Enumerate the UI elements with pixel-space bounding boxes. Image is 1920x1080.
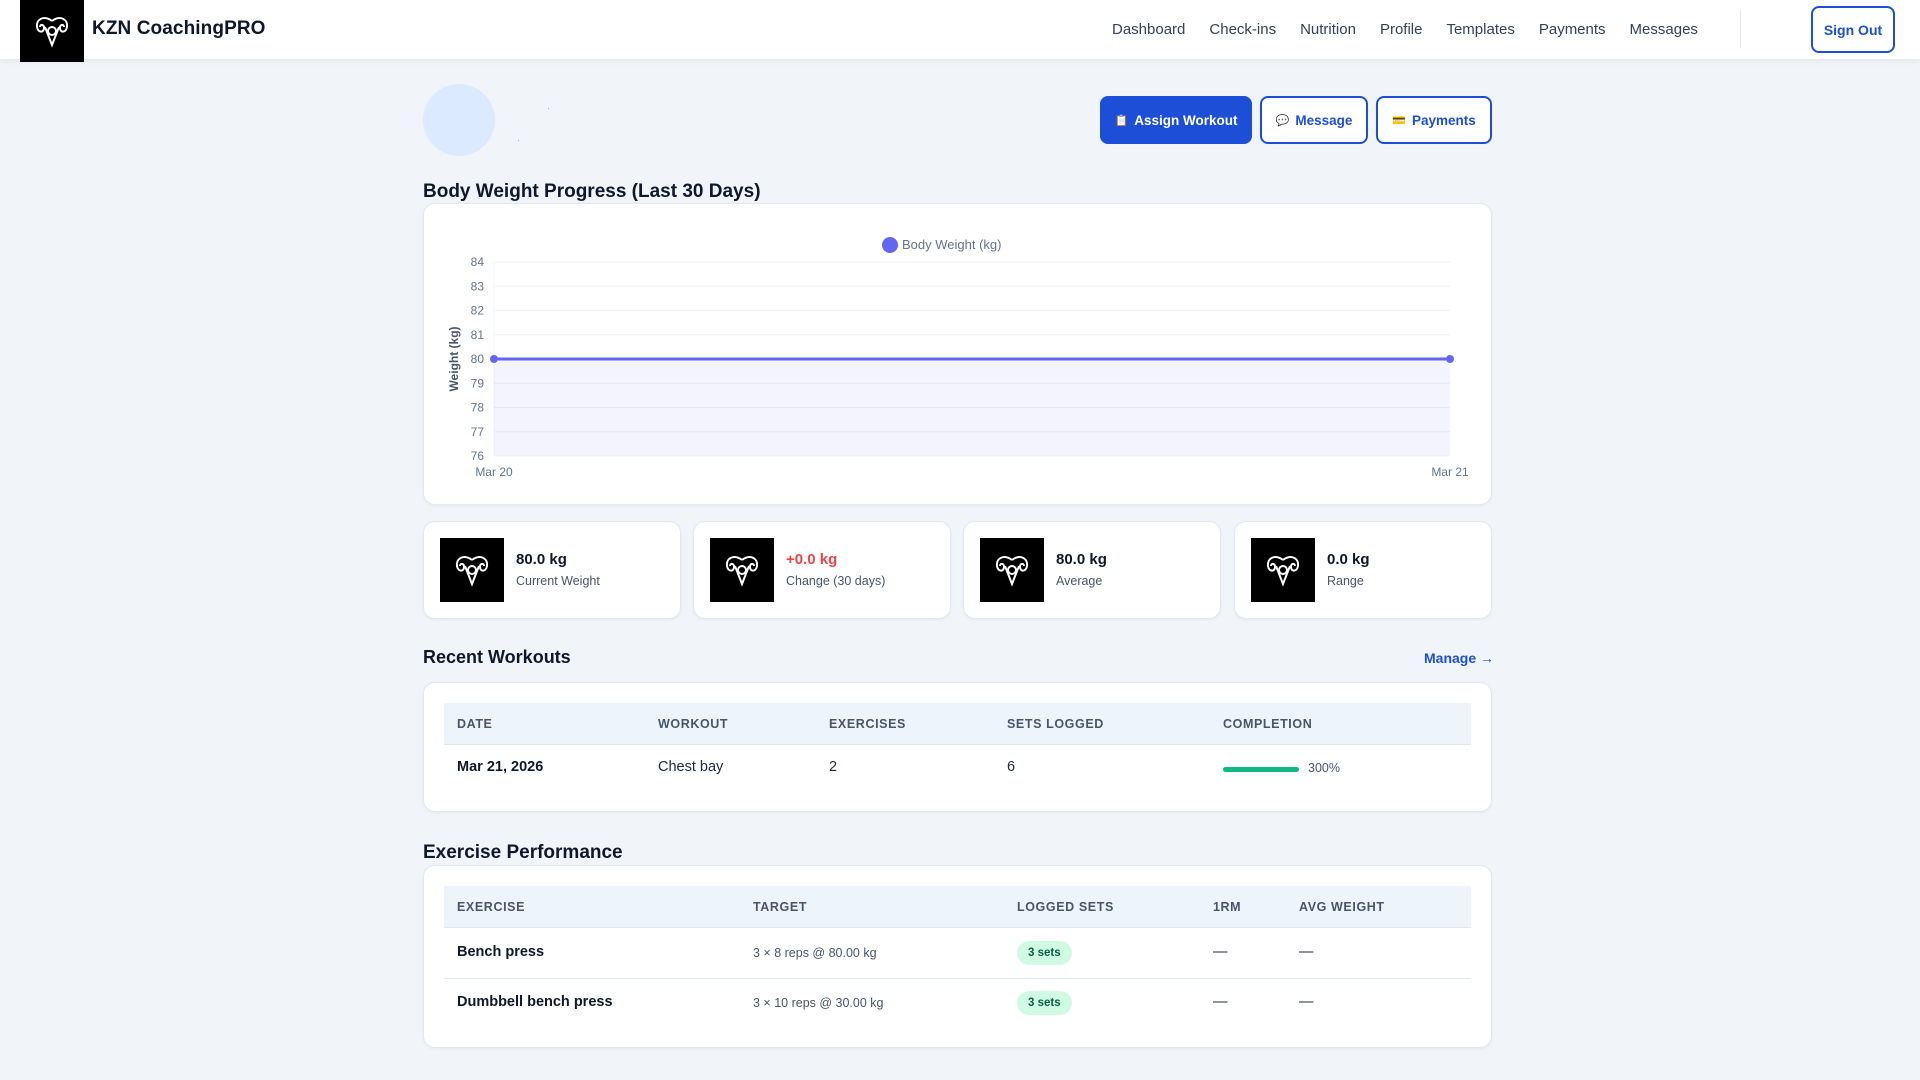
nav-payments[interactable]: Payments (1538, 21, 1606, 38)
ram-logo-icon (1251, 538, 1315, 602)
nav-divider (1740, 10, 1741, 48)
weight-section-title: Body Weight Progress (Last 30 Days) (423, 181, 761, 202)
y-tick-label: 82 (471, 304, 485, 318)
ram-logo-icon (980, 538, 1044, 602)
y-axis-label: Weight (kg) (447, 326, 461, 391)
legend-swatch (882, 237, 898, 253)
exercise-target: 3 × 8 reps @ 80.00 kg (753, 946, 877, 960)
legend-label: Body Weight (kg) (902, 237, 1001, 252)
exercise-performance-table: Exercise Target Logged Sets 1RM Avg Weig… (423, 865, 1492, 1048)
exercise-1rm: — (1213, 944, 1228, 960)
col-completion: Completion (1223, 717, 1313, 731)
col-workout: Workout (658, 717, 729, 731)
client-meta-placeholder (518, 140, 519, 141)
stat-label: Average (1056, 574, 1103, 588)
table-header: Exercise Target Logged Sets 1RM Avg Weig… (444, 886, 1471, 928)
y-tick-label: 78 (471, 401, 485, 415)
recent-workouts-title: Recent Workouts (423, 647, 571, 667)
stat-card-average: 80.0 kg Average (963, 521, 1221, 619)
stat-label: Change (30 days) (786, 574, 886, 588)
ram-logo-icon (440, 538, 504, 602)
col-target: Target (753, 900, 808, 914)
exercise-avg-weight: — (1299, 944, 1314, 960)
x-tick-label: Mar 21 (1431, 465, 1469, 479)
logged-sets-badge: 3 sets (1017, 941, 1072, 965)
col-sets-logged: Sets Logged (1007, 717, 1104, 731)
data-point (1446, 355, 1454, 363)
y-tick-label: 83 (471, 279, 485, 293)
ram-logo-icon[interactable] (20, 0, 84, 62)
col-avg-weight: Avg Weight (1299, 900, 1385, 914)
workout-sets: 6 (1007, 759, 1016, 775)
recent-workouts-table: Date Workout Exercises Sets Logged Compl… (423, 682, 1492, 812)
speech-bubble-icon: 💬 (1275, 114, 1290, 127)
sign-out-button[interactable]: Sign Out (1811, 6, 1895, 53)
nav-dashboard[interactable]: Dashboard (1112, 21, 1186, 38)
completion-progress-fill (1223, 767, 1299, 772)
y-tick-label: 84 (471, 255, 485, 269)
client-name-placeholder (548, 108, 549, 109)
stat-card-current-weight: 80.0 kg Current Weight (423, 521, 681, 619)
credit-card-icon: 💳 (1392, 114, 1406, 127)
y-tick-label: 77 (471, 425, 485, 439)
workout-name[interactable]: Chest bay (658, 759, 724, 775)
y-tick-label: 81 (471, 328, 485, 342)
exercise-performance-title: Exercise Performance (423, 842, 623, 863)
top-navbar: KZN CoachingPRO Dashboard Check-ins Nutr… (0, 0, 1920, 62)
x-tick-label: Mar 20 (475, 465, 513, 479)
clipboard-icon: 📋 (1114, 114, 1129, 127)
payments-label: Payments (1411, 112, 1476, 128)
col-1rm: 1RM (1213, 900, 1242, 914)
row-divider (444, 978, 1471, 979)
completion-progress-bar (1223, 767, 1299, 772)
completion-percent: 300% (1308, 761, 1340, 775)
assign-workout-button[interactable]: 📋 Assign Workout (1100, 96, 1252, 144)
ram-logo-icon (710, 538, 774, 602)
exercise-target: 3 × 10 reps @ 30.00 kg (753, 996, 884, 1010)
stat-label: Current Weight (516, 574, 600, 588)
stat-value: 80.0 kg (516, 551, 567, 568)
message-label: Message (1295, 112, 1353, 128)
logged-sets-badge: 3 sets (1017, 991, 1072, 1015)
workout-date: Mar 21, 2026 (457, 759, 544, 775)
data-point (490, 355, 498, 363)
nav-check-ins[interactable]: Check-ins (1209, 21, 1277, 38)
nav-nutrition[interactable]: Nutrition (1300, 21, 1356, 38)
y-tick-label: 76 (471, 449, 485, 463)
y-tick-label: 79 (471, 376, 485, 390)
exercise-name: Dumbbell bench press (457, 994, 613, 1010)
nav-profile[interactable]: Profile (1379, 21, 1423, 38)
stat-card-range: 0.0 kg Range (1234, 521, 1492, 619)
workout-exercises: 2 (829, 759, 838, 775)
col-logged-sets: Logged Sets (1017, 900, 1114, 914)
brand-name[interactable]: KZN CoachingPRO (92, 18, 266, 39)
col-exercises: Exercises (829, 717, 906, 731)
assign-workout-label: Assign Workout (1134, 112, 1238, 128)
exercise-avg-weight: — (1299, 994, 1314, 1010)
nav-messages[interactable]: Messages (1629, 21, 1698, 38)
main-nav: Dashboard Check-ins Nutrition Profile Te… (1100, 0, 1710, 59)
payments-button[interactable]: 💳 Payments (1376, 96, 1492, 144)
nav-templates[interactable]: Templates (1446, 21, 1515, 38)
series-area (494, 359, 1450, 456)
stat-value: 80.0 kg (1056, 551, 1107, 568)
client-avatar (423, 84, 495, 156)
stat-card-change: +0.0 kg Change (30 days) (693, 521, 951, 619)
message-button[interactable]: 💬 Message (1260, 96, 1368, 144)
stat-value: 0.0 kg (1327, 551, 1370, 568)
y-tick-label: 80 (471, 352, 485, 366)
weight-chart: 84 83 82 81 80 79 78 77 76 Mar 20 Mar 21 Weight (kg… (447, 237, 1469, 479)
stat-value: +0.0 kg (786, 551, 838, 568)
col-date: Date (457, 717, 493, 731)
manage-workouts-link[interactable]: Manage → (1424, 650, 1495, 666)
stat-label: Range (1327, 574, 1364, 588)
exercise-1rm: — (1213, 994, 1228, 1010)
weight-chart-card: 84 83 82 81 80 79 78 77 76 Mar 20 Mar 21 Weight (kg… (423, 203, 1492, 505)
col-exercise: Exercise (457, 900, 526, 914)
exercise-name: Bench press (457, 944, 545, 960)
table-header: Date Workout Exercises Sets Logged Compl… (444, 703, 1471, 745)
